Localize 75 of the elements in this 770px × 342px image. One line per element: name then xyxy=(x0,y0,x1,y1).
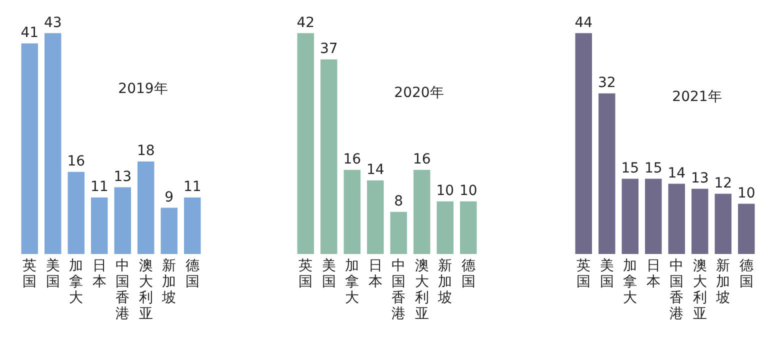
x-tick-label: 新加坡 xyxy=(716,258,731,306)
data-label: 16 xyxy=(412,152,431,168)
bar xyxy=(344,170,360,254)
data-label: 15 xyxy=(644,160,662,176)
bar xyxy=(738,204,755,254)
text: 2019年 xyxy=(118,80,168,98)
x-tick-label: 美国 xyxy=(321,258,336,290)
x-tick-label: 德国 xyxy=(184,258,200,290)
bar xyxy=(622,178,638,254)
data-label: 15 xyxy=(621,160,640,176)
bar xyxy=(390,212,407,254)
bar xyxy=(668,184,685,254)
data-label: 42 xyxy=(296,14,315,31)
x-tick-label: 德国 xyxy=(738,258,754,290)
data-label: 10 xyxy=(436,183,454,200)
x-tick-label: 中国香港 xyxy=(391,258,406,322)
bar xyxy=(114,187,131,254)
bar xyxy=(460,201,477,254)
data-label: 12 xyxy=(714,175,732,192)
bar xyxy=(598,93,616,254)
x-tick-label: 日本 xyxy=(368,258,383,290)
bar xyxy=(297,33,314,254)
bar xyxy=(138,162,154,254)
x-tick-label: 加拿大 xyxy=(344,258,360,306)
bar xyxy=(692,188,708,254)
x-tick-label: 加拿大 xyxy=(68,258,84,306)
data-label: 37 xyxy=(320,41,338,58)
text: 2020年 xyxy=(394,84,444,102)
data-label: 43 xyxy=(44,14,62,31)
x-tick-label: 英国 xyxy=(22,258,38,290)
bar xyxy=(436,201,454,254)
bar xyxy=(160,208,178,254)
x-tick-label: 日本 xyxy=(92,258,107,290)
x-tick-label: 德国 xyxy=(460,258,476,290)
bar xyxy=(184,198,201,254)
data-label: 10 xyxy=(459,183,478,200)
bar xyxy=(320,59,338,254)
data-label: 8 xyxy=(394,194,404,210)
data-label: 14 xyxy=(668,165,686,182)
bar xyxy=(414,170,430,254)
x-tick-label: 新加坡 xyxy=(438,258,453,306)
x-tick-label: 加拿大 xyxy=(622,258,638,306)
bar xyxy=(714,194,732,254)
data-label: 9 xyxy=(164,189,174,206)
x-tick-label: 中国香港 xyxy=(669,258,684,322)
bar xyxy=(21,43,38,254)
bar xyxy=(367,180,384,254)
x-tick-label: 澳大利亚 xyxy=(692,258,708,322)
x-tick-label: 新加坡 xyxy=(162,258,177,306)
text: 2021年 xyxy=(672,88,722,106)
data-label: 14 xyxy=(366,162,384,178)
bar xyxy=(575,33,592,254)
data-label: 11 xyxy=(90,179,108,196)
bar xyxy=(91,198,108,254)
data-label: 13 xyxy=(114,168,132,185)
data-label: 44 xyxy=(574,14,593,31)
x-tick-label: 澳大利亚 xyxy=(414,258,430,322)
data-label: 41 xyxy=(20,25,39,42)
data-label: 10 xyxy=(737,185,756,202)
bar xyxy=(44,33,62,254)
x-tick-label: 英国 xyxy=(298,258,314,290)
data-label: 16 xyxy=(67,153,86,170)
x-tick-label: 日本 xyxy=(646,258,661,290)
bar xyxy=(68,172,84,254)
x-tick-label: 中国香港 xyxy=(115,258,130,322)
data-label: 18 xyxy=(136,143,155,160)
x-tick-label: 澳大利亚 xyxy=(138,258,154,322)
x-tick-label: 美国 xyxy=(45,258,60,290)
data-label: 13 xyxy=(690,170,709,186)
data-label: 16 xyxy=(343,152,362,168)
data-label: 32 xyxy=(598,75,616,92)
x-tick-label: 英国 xyxy=(576,258,592,290)
x-tick-label: 美国 xyxy=(599,258,614,290)
data-label: 11 xyxy=(183,179,202,196)
bar xyxy=(645,178,662,254)
